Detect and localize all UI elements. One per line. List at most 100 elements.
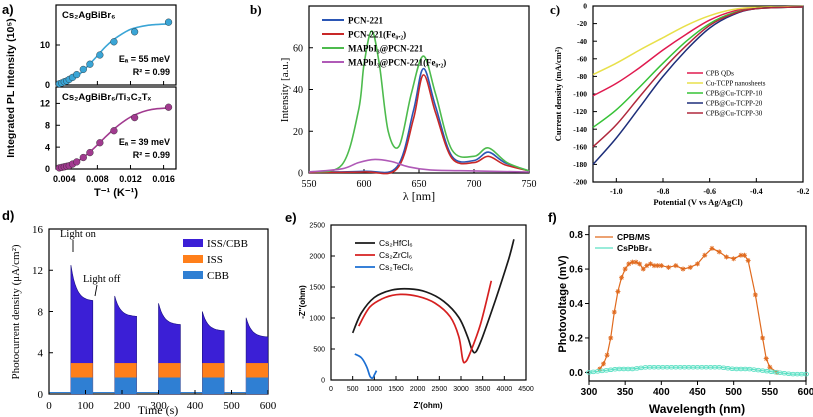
panel-f-cspbbr3-marker <box>768 369 775 374</box>
panel-f-cpb-ms-marker <box>626 261 632 267</box>
panel-f-cpb-ms-marker <box>763 356 769 362</box>
panel-e-xtick-label: 3000 <box>453 386 469 393</box>
panel-f-xtick-label: 300 <box>581 387 598 398</box>
panel-d-cbb-area <box>246 377 268 394</box>
panel-b-ytick-label: 20 <box>293 127 303 138</box>
panel-d-iss-cbb-area <box>70 265 94 395</box>
panel-f-cpb-ms-marker <box>752 292 758 298</box>
panel-f-cpb-ms-marker <box>640 266 646 272</box>
panel-e-legend-label: Cs₂TeCl₆ <box>379 262 413 272</box>
panel-b-ylabel: Intensity [a.u.] <box>279 58 291 122</box>
panel-c-xlabel: Potential (V vs Ag/AgCl) <box>653 197 742 207</box>
panel-e-xtick-label: 3500 <box>475 386 491 393</box>
panel-f-cpb-ms-marker <box>767 364 773 370</box>
panel-f-cspbbr3-marker <box>729 366 736 372</box>
panel-f-cspbbr3-marker <box>616 366 623 372</box>
panel-a-ticks: 0 10 0 4 8 12 0.004 0.008 0.012 0.016 <box>40 40 175 184</box>
panel-f-ytick-label: 0.2 <box>569 333 583 344</box>
panel-f-cspbbr3-marker <box>742 366 749 372</box>
panel-f-cpb-ms-marker <box>723 254 729 260</box>
panel-c-ytick-label: -120 <box>573 107 587 116</box>
panel-d-legend-label: ISS/CBB <box>207 238 248 250</box>
panel-f-cspbbr3-marker <box>794 371 801 377</box>
panel-e-legend: Cs₂HfCl₆ Cs₂ZrCl₆ Cs₂TeCl₆ <box>355 238 413 272</box>
panel-e-xtick-label: 4500 <box>518 386 534 393</box>
panel-f-cspbbr3-marker <box>737 366 744 372</box>
panel-d-ylabel: Photocurrent density (μA/cm²) <box>10 244 22 379</box>
panel-b-letter: b) <box>250 2 262 17</box>
panel-f-cpb-ms-marker <box>760 335 766 341</box>
panel-d-xtick-label: 600 <box>260 400 277 412</box>
panel-f-cspbbr3-marker <box>620 366 627 372</box>
panel-b-xlabel: λ [nm] <box>403 189 435 203</box>
panel-c-letter: c) <box>550 2 560 17</box>
panel-d-legend-swatch <box>183 271 203 279</box>
panel-f-cspbbr3-marker <box>690 364 697 370</box>
panel-b-xtick-label: 700 <box>467 179 482 190</box>
panel-c-ytick-label: -100 <box>573 90 587 99</box>
panel-b-xtick-label: 600 <box>357 179 372 190</box>
panel-f-cpb-ms-marker <box>731 256 737 262</box>
panel-d-areas <box>49 265 269 395</box>
panel-e-ylabel: -Z''(ohm) <box>298 285 307 319</box>
panel-d-ytick-label: 16 <box>32 224 44 236</box>
panel-b-legend: PCN-221 PCN-221(Fe₀.₂) MAPbI₃@PCN-221 MAPbI… <box>322 16 446 68</box>
panel-c-ytick-label: -20 <box>577 19 587 28</box>
panel-f-ticks: 300 350 400 450 500 550 600 0.0 0.2 0.4 0.6 0.8 <box>569 230 813 398</box>
panel-a-data-point <box>131 114 139 122</box>
panel-f-cspbbr3-marker <box>646 364 653 370</box>
panel-e-series-line <box>357 280 493 364</box>
panel-c-series-line <box>592 6 804 129</box>
panel-a-data-point <box>164 18 173 26</box>
panel-d-cbb-area <box>158 377 181 394</box>
panel-e-frame <box>330 224 527 381</box>
panel-e-xlabel: Z'(ohm) <box>413 401 442 410</box>
panel-d-ticks: 0 100 200 300 400 500 600 0 4 8 12 16 <box>32 224 277 412</box>
panel-c-ytick-label: 0 <box>583 2 587 11</box>
panel-a-xtick-label: 0.004 <box>53 174 76 184</box>
panel-e-xtick-label: 2000 <box>410 386 426 393</box>
panel-f-xtick-label: 500 <box>725 387 742 398</box>
panel-d-cbb-area <box>70 377 93 394</box>
panel-d-legend: ISS/CBB ISS CBB <box>183 238 248 282</box>
panel-d-cbb-area <box>114 377 137 394</box>
panel-b-ytick-label: 60 <box>293 43 303 54</box>
panel-e-ytick-label: 500 <box>313 346 325 353</box>
panel-a-bottom-ytick-label: 12 <box>40 99 50 109</box>
panel-f-cpb-ms-marker <box>695 261 700 267</box>
panel-c-legend-label: CPB QDs <box>706 70 734 78</box>
panel-f-cspbbr3-marker <box>642 365 649 370</box>
panel-d-legend-swatch <box>183 255 203 263</box>
panel-d-legend-label: CBB <box>207 270 229 282</box>
panel-f-cspbbr3-marker <box>802 371 810 377</box>
panel-c-ytick-label: -60 <box>577 54 587 63</box>
panel-a-data-point <box>86 149 94 157</box>
panel-c-legend-label: CPB@Cu-TCPP-20 <box>706 100 763 108</box>
panel-c-ticks: -1.0 -0.8 -0.6 -0.4 -0.2 0 -20 -40 -60 -80 -100 -12… <box>573 2 809 196</box>
panel-e-ytick-label: 2500 <box>309 222 325 229</box>
panel-f-ytick-label: 0.4 <box>569 299 583 310</box>
panel-f-cpb-ms-marker <box>647 261 653 267</box>
panel-f-cspbbr3-marker <box>763 368 770 374</box>
panel-f-cpb-ms-marker <box>644 263 650 269</box>
panel-b-series-line <box>308 74 530 175</box>
panel-f-ytick-label: 0.6 <box>569 265 583 276</box>
panel-f-cpb-ms-marker <box>655 263 661 269</box>
panel-c-series <box>592 5 804 165</box>
panel-e-legend-label: Cs₂ZrCl₆ <box>379 250 412 260</box>
panel-f-cpb-ms-marker <box>600 361 606 367</box>
panel-f-cspbbr3-marker <box>638 365 645 371</box>
panel-f-cpb-ms-marker <box>680 266 686 272</box>
panel-a-top-ytick-label: 10 <box>40 40 50 50</box>
panel-f-cspbbr3-marker <box>785 371 792 377</box>
panel-f-cspbbr3-marker <box>694 364 701 370</box>
panel-f-cpb-ms-marker <box>597 366 603 372</box>
panel-f-cspbbr3-marker <box>585 370 593 375</box>
panel-f-cspbbr3-marker <box>716 364 723 370</box>
panel-f-cpb-ms-marker <box>687 264 693 270</box>
panel-f-cspbbr3-marker <box>598 368 606 374</box>
panel-f-cpb-ms-marker <box>615 288 621 294</box>
panel-b-ytick-label: 40 <box>293 85 303 96</box>
panel-b-legend-label: PCN-221 <box>348 16 383 26</box>
